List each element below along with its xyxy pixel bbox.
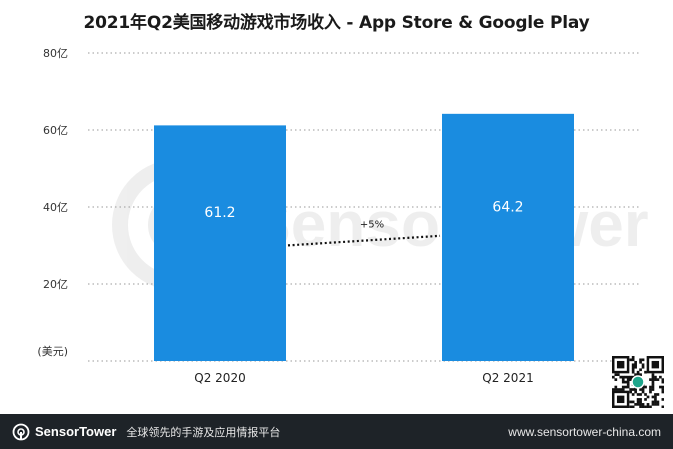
y-axis-ticks: 20亿 40亿 60亿 80亿 (美元) [37, 47, 68, 358]
growth-annotation: +5% [287, 220, 441, 247]
chart-title: 2021年Q2美国移动游戏市场收入 - App Store & Google P… [83, 13, 590, 33]
x-axis-ticks: Q2 2020 Q2 2021 [194, 371, 533, 385]
y-tick-label: 80亿 [43, 47, 68, 60]
qr-code-icon [612, 356, 664, 408]
x-tick-label: Q2 2020 [194, 371, 245, 385]
footer-tagline: 全球领先的手游及应用情报平台 [126, 425, 281, 439]
sensortower-logo-icon [12, 423, 30, 440]
footer-bar: SensorTower 全球领先的手游及应用情报平台 www.sensortow… [0, 414, 673, 449]
growth-label: +5% [360, 220, 384, 231]
bar-value-label: 61.2 [204, 205, 235, 221]
footer-website-link[interactable]: www.sensortower-china.com [508, 424, 661, 439]
x-tick-label: Q2 2021 [482, 371, 533, 385]
bar-q2-2021 [442, 113, 574, 361]
y-axis-unit-label: (美元) [37, 345, 68, 358]
y-tick-label: 20亿 [43, 278, 68, 291]
bars: 61.2 64.2 [154, 113, 574, 361]
bar-value-label: 64.2 [492, 199, 523, 215]
y-tick-label: 60亿 [43, 124, 68, 137]
bar-q2-2020 [154, 125, 286, 361]
y-tick-label: 40亿 [43, 201, 68, 214]
footer-brand: SensorTower [35, 424, 117, 439]
